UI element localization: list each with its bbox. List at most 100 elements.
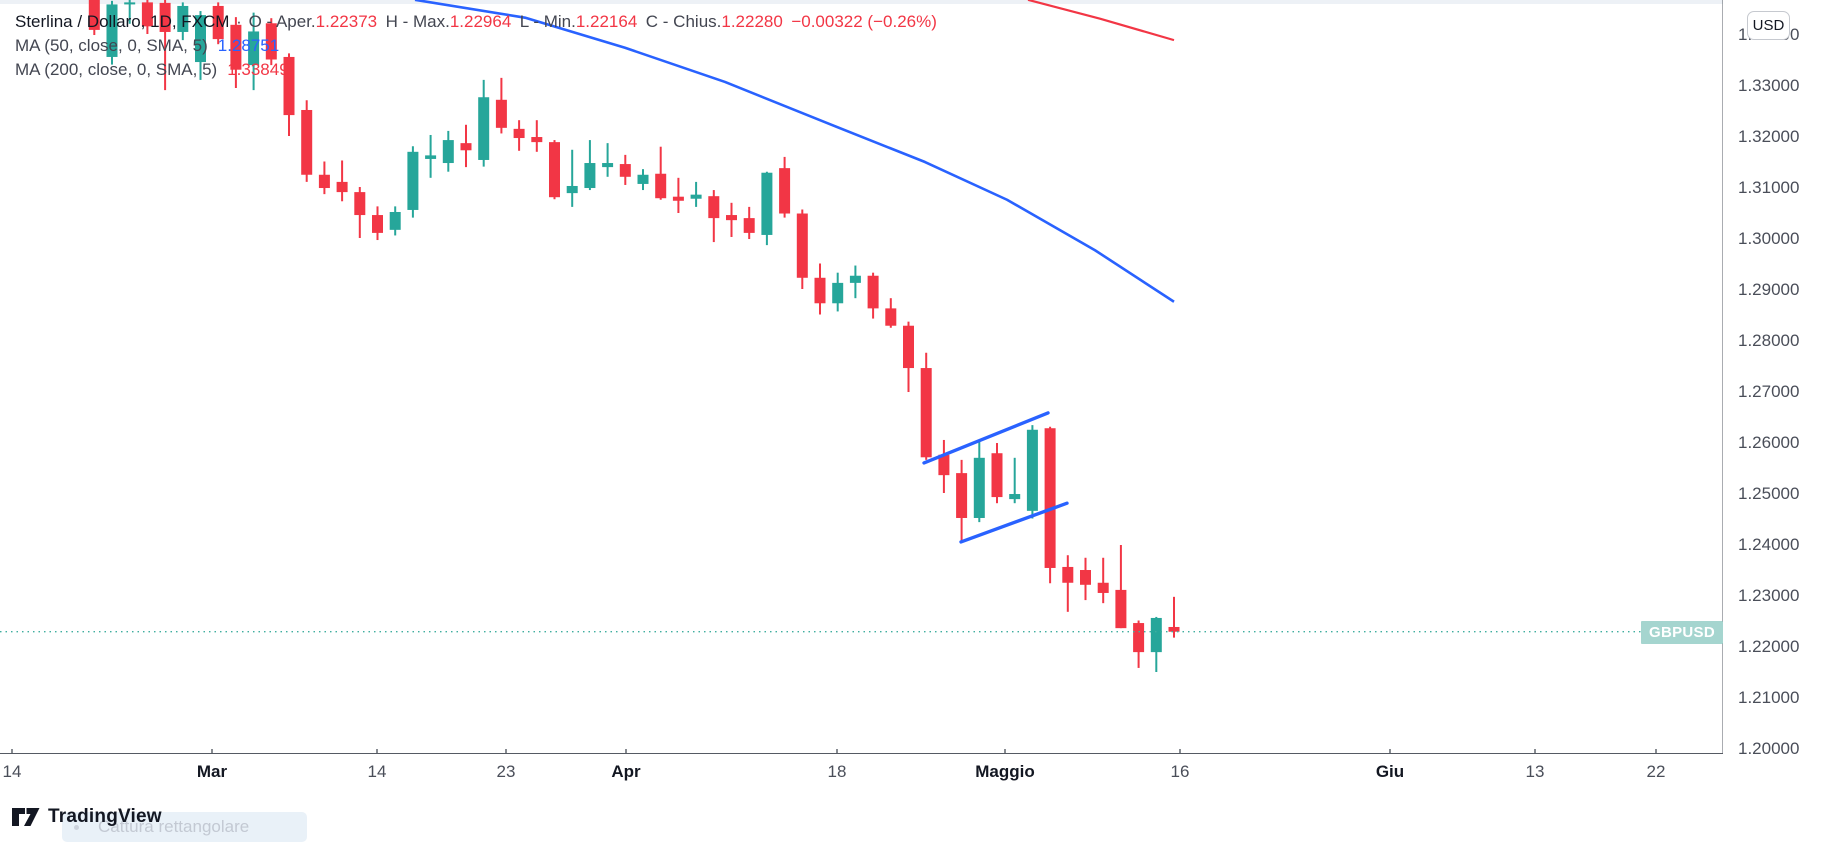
tooltip-bullet-icon	[74, 825, 79, 830]
legend-separator: ·	[231, 12, 247, 31]
tradingview-logo[interactable]: TradingView	[12, 806, 162, 828]
candle	[655, 146, 667, 200]
candle	[159, 0, 171, 91]
moving-average-lines	[414, 0, 1175, 303]
price-axis-label: 1.30000	[1738, 229, 1800, 248]
candle	[531, 120, 543, 152]
symbol-title[interactable]: Sterlina / Dollaro, 1D, FXCM	[15, 12, 230, 31]
legend-symbol-row[interactable]: Sterlina / Dollaro, 1D, FXCM · O - Aper.…	[15, 10, 937, 34]
footer-bar: Cattura rettangolare TradingView	[0, 790, 1831, 842]
parallel-channel-drawing[interactable]	[922, 411, 1069, 544]
top-edge-strip	[0, 0, 1831, 4]
candle	[124, 0, 136, 24]
candle	[372, 206, 383, 241]
time-axis-label: 18	[827, 762, 847, 781]
candle	[1115, 545, 1127, 629]
ohlc-label: C - Chius.	[645, 12, 722, 31]
candle	[513, 120, 525, 151]
candle	[283, 53, 295, 136]
candle	[1009, 457, 1021, 504]
ohlc-value: 1.22373	[315, 12, 386, 31]
price-axis-label: 1.28000	[1738, 331, 1800, 350]
candle	[141, 0, 153, 34]
ohlc-value: 1.22164	[575, 12, 646, 31]
candle	[177, 2, 189, 41]
price-axis-label: 1.33000	[1738, 76, 1800, 95]
screenshot-ghost-tooltip: Cattura rettangolare	[62, 812, 307, 842]
candle	[106, 0, 118, 65]
candle	[442, 130, 454, 172]
candle	[1097, 557, 1109, 604]
candle	[1150, 616, 1162, 673]
ma50-line	[414, 0, 1175, 303]
candle	[672, 177, 684, 214]
price-axis[interactable]: 1.340001.330001.320001.310001.300001.290…	[1723, 0, 1831, 790]
candle	[761, 171, 773, 246]
candle	[920, 352, 932, 460]
legend-ma50-row[interactable]: MA (50, close, 0, SMA, 5) 1.28751	[15, 34, 937, 58]
ohlc-value: 1.22964	[449, 12, 520, 31]
price-axis-label: 1.29000	[1738, 280, 1800, 299]
candle	[195, 11, 206, 80]
candle	[1062, 555, 1074, 612]
candle	[973, 442, 985, 523]
time-axis-label: Maggio	[975, 762, 1035, 781]
chart-legend[interactable]: Sterlina / Dollaro, 1D, FXCM · O - Aper.…	[15, 10, 937, 82]
legend-ma200-row[interactable]: MA (200, close, 0, SMA, 5) 1.33849	[15, 58, 937, 82]
candle	[849, 265, 861, 299]
candle	[88, 0, 100, 36]
time-axis-label: 13	[1525, 762, 1545, 781]
candle	[212, 2, 224, 45]
price-axis-label: 1.22000	[1738, 637, 1800, 656]
ma200-value: 1.33849	[227, 60, 289, 79]
axis-lines	[0, 0, 1831, 791]
candle	[460, 124, 472, 168]
candle	[389, 206, 401, 236]
candle	[230, 17, 242, 89]
time-axis-label: 16	[1170, 762, 1190, 781]
candle	[1168, 596, 1180, 638]
candle	[903, 321, 914, 393]
price-axis-label: 1.25000	[1738, 484, 1800, 503]
candle	[796, 209, 808, 289]
candle	[425, 134, 437, 178]
candle	[743, 206, 755, 240]
price-axis-label: 1.24000	[1738, 535, 1800, 554]
candle	[407, 146, 419, 218]
price-axis-label: 1.20000	[1738, 739, 1800, 758]
candle	[1026, 425, 1038, 519]
ohlc-values: O - Aper.1.22373 H - Max.1.22964 L - Min…	[249, 12, 792, 31]
ma50-value: 1.28751	[217, 36, 280, 55]
time-axis-label: 14	[2, 762, 22, 781]
candle	[354, 187, 366, 238]
time-axis[interactable]: 14 Mar 14 23 Apr 18 Maggio 16 Giu 13 22	[0, 754, 1831, 790]
channel-lower-trendline[interactable]	[959, 501, 1069, 544]
candlestick-series	[88, 0, 1180, 673]
ma50-label[interactable]: MA (50, close, 0, SMA, 5)	[15, 36, 208, 55]
price-axis-label: 1.21000	[1738, 688, 1800, 707]
candle	[584, 140, 596, 191]
time-axis-label: 14	[367, 762, 387, 781]
candle	[637, 169, 649, 191]
candle	[726, 202, 737, 237]
candle	[602, 143, 614, 177]
price-axis-label: 1.26000	[1738, 433, 1800, 452]
candle	[885, 298, 897, 328]
candle	[549, 140, 560, 200]
candle	[956, 459, 968, 543]
candle	[1133, 620, 1145, 668]
candle	[336, 160, 348, 202]
candle	[619, 154, 631, 185]
candle	[566, 149, 578, 207]
change-value: −0.00322 (−0.26%)	[791, 12, 937, 31]
currency-toggle-button[interactable]: USD	[1747, 11, 1790, 40]
candle	[832, 272, 844, 312]
time-axis-label: Mar	[196, 762, 228, 781]
ma200-label[interactable]: MA (200, close, 0, SMA, 5)	[15, 60, 218, 79]
candle	[301, 100, 313, 182]
symbol-price-badge: GBPUSD	[1641, 620, 1723, 644]
candle	[265, 18, 277, 66]
channel-upper-trendline[interactable]	[922, 411, 1050, 465]
